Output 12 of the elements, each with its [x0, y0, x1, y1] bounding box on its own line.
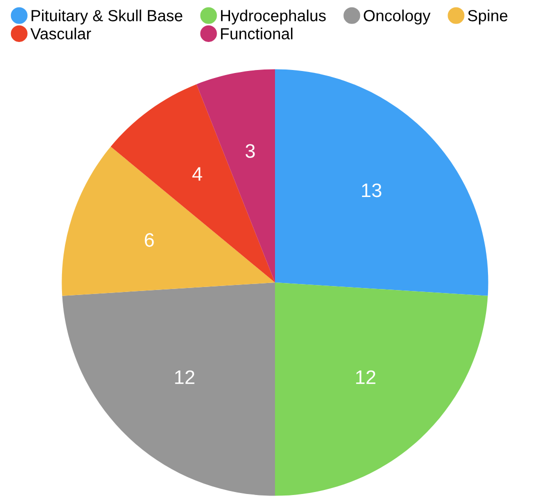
- data-label: 3: [246, 144, 255, 158]
- legend-label: Hydrocephalus: [221, 10, 326, 24]
- legend-label: Spine: [468, 10, 508, 24]
- data-label: 13: [362, 183, 382, 198]
- legend-label: Vascular: [30, 28, 92, 40]
- legend-label: Oncology: [364, 10, 430, 24]
- legend-label: Pituitary & Skull Base: [32, 10, 182, 24]
- data-label: 12: [175, 370, 194, 384]
- data-label: 6: [144, 233, 154, 247]
- legend-label: Functional: [221, 28, 292, 40]
- data-label: 4: [192, 167, 202, 181]
- data-label: 12: [356, 370, 376, 384]
